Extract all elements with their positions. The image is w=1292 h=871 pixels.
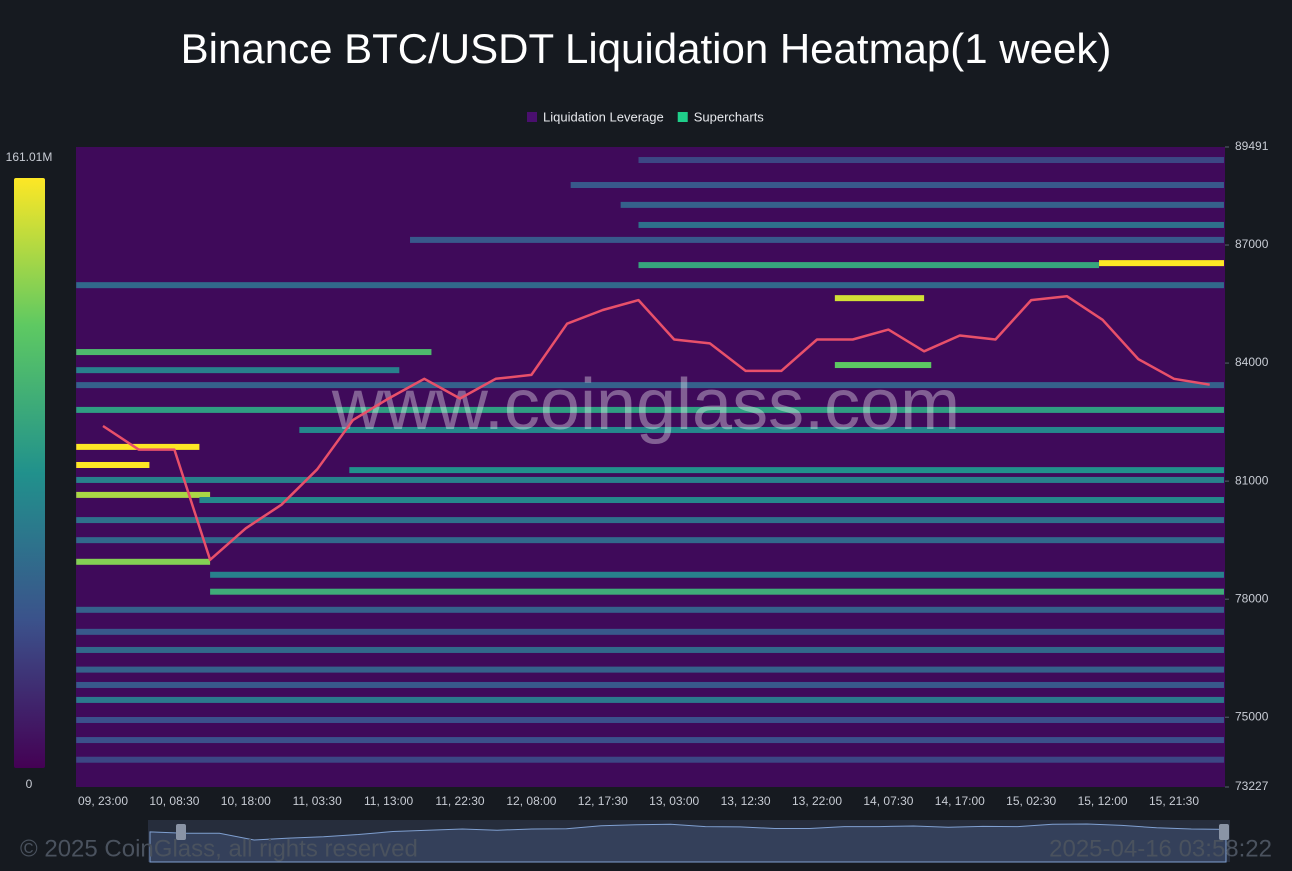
liquidation-band xyxy=(638,262,1100,269)
liquidation-band xyxy=(76,606,1224,613)
legend-swatch xyxy=(527,112,537,122)
x-tick-label: 11, 22:30 xyxy=(435,794,484,808)
x-tick-label: 15, 12:00 xyxy=(1078,794,1128,808)
liquidation-band xyxy=(76,666,1224,673)
colorbar-label: 161.01M xyxy=(6,150,53,164)
liquidation-band xyxy=(638,157,1224,164)
y-tick-label: 73227 xyxy=(1235,779,1269,793)
liquidation-band xyxy=(76,461,150,468)
liquidation-band xyxy=(76,716,1224,723)
x-tick-label: 10, 08:30 xyxy=(149,794,199,808)
x-tick-label: 12, 17:30 xyxy=(578,794,628,808)
liquidation-band xyxy=(76,349,432,356)
liquidation-band xyxy=(76,537,1224,544)
liquidation-band xyxy=(570,182,1224,189)
y-tick-label: 81000 xyxy=(1235,473,1269,487)
navigator-handle[interactable] xyxy=(176,824,186,840)
timestamp: 2025-04-16 03:58:22 xyxy=(1049,835,1272,862)
liquidation-band xyxy=(76,681,1224,688)
liquidation-band xyxy=(76,491,211,498)
heatmap xyxy=(76,157,1224,763)
x-tick-label: 15, 21:30 xyxy=(1149,794,1199,808)
y-tick-label: 89491 xyxy=(1235,139,1269,153)
watermark: www.coinglass.com xyxy=(331,365,960,445)
x-tick-label: 11, 03:30 xyxy=(293,794,342,808)
liquidation-band xyxy=(76,406,1224,413)
x-tick-label: 12, 08:00 xyxy=(506,794,556,808)
liquidation-band xyxy=(620,201,1224,208)
plot-area xyxy=(76,147,1225,787)
liquidation-band xyxy=(349,467,1224,474)
copyright: © 2025 CoinGlass, all rights reserved xyxy=(20,835,418,862)
legend-label: Liquidation Leverage xyxy=(543,109,664,124)
x-tick-label: 15, 02:30 xyxy=(1006,794,1056,808)
liquidation-band xyxy=(76,282,1224,289)
liquidation-band xyxy=(76,476,1224,483)
x-tick-label: 09, 23:00 xyxy=(78,794,128,808)
liquidation-band xyxy=(1099,260,1224,267)
x-tick-label: 13, 12:30 xyxy=(721,794,771,808)
x-tick-label: 11, 13:00 xyxy=(364,794,413,808)
liquidation-band xyxy=(199,497,1224,504)
liquidation-band xyxy=(76,443,200,450)
legend: Liquidation Leverage Supercharts xyxy=(527,109,764,124)
liquidation-band xyxy=(210,571,1224,578)
liquidation-band xyxy=(76,367,400,374)
liquidation-band xyxy=(410,236,1224,243)
y-tick-label: 87000 xyxy=(1235,237,1269,251)
liquidation-band xyxy=(834,362,932,369)
liquidation-band xyxy=(638,221,1224,228)
colorbar xyxy=(14,178,45,768)
x-tick-label: 14, 17:00 xyxy=(935,794,985,808)
x-tick-label: 14, 07:30 xyxy=(863,794,913,808)
x-tick-label: 13, 03:00 xyxy=(649,794,699,808)
y-tick-label: 84000 xyxy=(1235,355,1269,369)
axes: 89491 87000 84000 81000 78000 75000 73227 09, 2… xyxy=(6,139,1269,808)
price xyxy=(102,294,1210,562)
liquidation-band xyxy=(834,295,925,302)
y-tick-label: 78000 xyxy=(1235,591,1269,605)
liquidation-band xyxy=(76,558,211,565)
liquidation-band xyxy=(299,426,1224,433)
x-tick-label: 13, 22:00 xyxy=(792,794,842,808)
liquidation-band xyxy=(210,588,1224,595)
liquidation-band xyxy=(76,756,1224,763)
x-tick-label: 10, 18:00 xyxy=(221,794,271,808)
price-line xyxy=(102,294,1210,562)
liquidation-band xyxy=(76,646,1224,653)
navigator-handle[interactable] xyxy=(1219,824,1229,840)
legend-label: Supercharts xyxy=(694,109,765,124)
liquidation-band xyxy=(76,737,1224,744)
colorbar-label: 0 xyxy=(26,777,33,791)
liquidation-band xyxy=(76,382,1224,389)
liquidation-band xyxy=(76,517,1224,524)
liquidation-band xyxy=(76,628,1224,635)
y-tick-label: 75000 xyxy=(1235,709,1269,723)
legend-swatch xyxy=(677,112,688,122)
navigator-area xyxy=(149,823,1227,863)
navigator-series xyxy=(149,823,1227,863)
chart-title: Binance BTC/USDT Liquidation Heatmap(1 w… xyxy=(181,25,1112,72)
liquidation-band xyxy=(76,696,1224,703)
